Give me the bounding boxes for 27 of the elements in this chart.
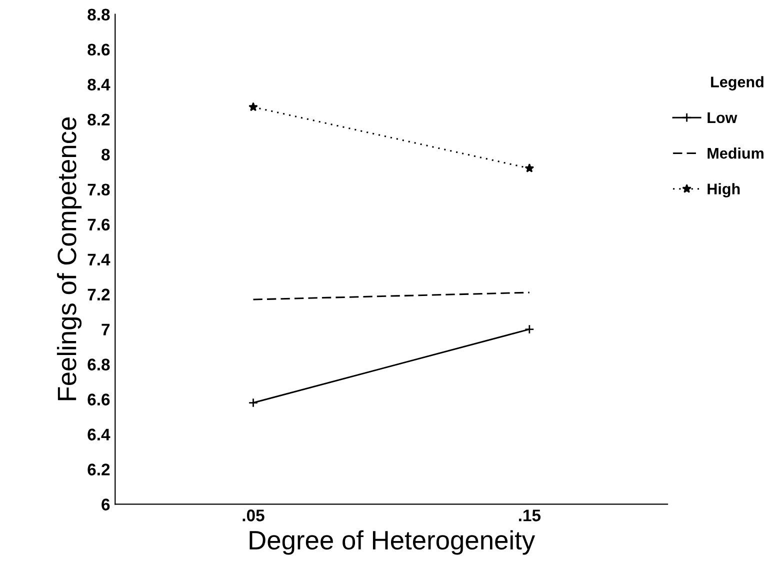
y-tick-label: 6.2 [88, 464, 110, 476]
y-tick-label: 8.2 [88, 114, 110, 126]
y-tick-label: 6 [102, 498, 110, 510]
y-tick-label: 7.2 [88, 288, 110, 300]
legend-title: Legend [711, 76, 764, 90]
y-tick-label: 8.6 [88, 44, 110, 56]
y-tick-label: 7.8 [88, 184, 110, 196]
point [524, 324, 534, 334]
y-tick-label: 7.6 [88, 218, 110, 230]
y-tick-label: 8 [102, 148, 110, 161]
y-tick-label: 8.8 [88, 8, 110, 21]
y-axis-title: Feelings of Competence [56, 117, 82, 400]
legend-label: Medium [708, 148, 764, 159]
x-tick-label: .15 [518, 510, 541, 522]
legend-label: Low [708, 112, 738, 124]
y-tick-label: 6.8 [88, 358, 110, 370]
y-tick-label: 7.4 [88, 254, 110, 266]
legend-label: High [708, 183, 740, 198]
y-tick-label: 6.6 [88, 394, 110, 406]
point [248, 398, 258, 408]
y-tick-label: 8.4 [88, 78, 110, 91]
x-tick-label: .05 [242, 510, 264, 522]
point [524, 163, 534, 172]
y-tick-label: 6.4 [88, 428, 110, 440]
x-axis-title: Degree of Heterogeneity [250, 530, 536, 555]
y-tick-label: 7 [102, 324, 110, 336]
point [248, 102, 258, 112]
